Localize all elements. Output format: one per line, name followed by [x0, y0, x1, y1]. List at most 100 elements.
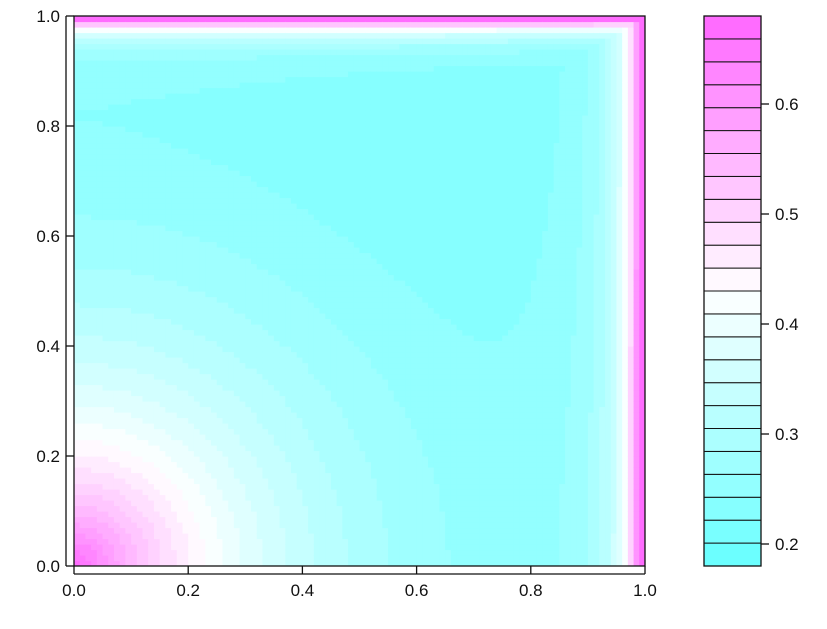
contour-cell — [85, 505, 92, 512]
contour-cell — [113, 65, 121, 72]
contour-cell — [136, 296, 144, 303]
contour-cell — [290, 186, 298, 193]
contour-cell — [125, 318, 132, 325]
contour-cell — [273, 164, 281, 171]
contour-cell — [188, 93, 195, 100]
contour-cell — [222, 93, 229, 100]
contour-cell — [171, 555, 178, 562]
contour-cell — [171, 445, 178, 452]
contour-cell — [319, 76, 326, 83]
contour-cell — [268, 555, 275, 562]
contour-cell — [74, 82, 81, 89]
contour-cell — [96, 489, 104, 496]
contour-cell — [205, 252, 212, 259]
contour-cell — [148, 478, 155, 485]
contour-cell — [113, 38, 121, 45]
contour-cell — [216, 247, 224, 254]
contour-cell — [205, 120, 212, 127]
contour-cell — [308, 126, 315, 133]
contour-cell — [85, 302, 92, 309]
contour-cell — [188, 505, 195, 512]
contour-cell — [125, 76, 132, 83]
contour-cell — [279, 274, 286, 281]
contour-cell — [290, 126, 298, 133]
contour-cell — [273, 93, 281, 100]
contour-cell — [262, 98, 269, 105]
contour-cell — [79, 428, 87, 435]
contour-cell — [74, 192, 81, 199]
contour-cell — [348, 153, 355, 160]
contour-cell — [188, 439, 195, 446]
contour-cell — [165, 192, 172, 199]
contour-cell — [176, 434, 184, 441]
contour-cell — [159, 71, 166, 78]
contour-cell — [319, 522, 326, 529]
contour-cell — [125, 175, 132, 182]
contour-cell — [108, 478, 115, 485]
contour-cell — [79, 467, 87, 474]
contour-cell — [171, 225, 178, 232]
contour-cell — [199, 461, 206, 468]
contour-cell — [330, 533, 338, 540]
contour-cell — [262, 60, 269, 67]
contour-cell — [273, 219, 281, 226]
contour-cell — [319, 560, 326, 566]
contour-cell — [325, 32, 332, 39]
contour-cell — [205, 362, 212, 369]
contour-cell — [188, 368, 195, 375]
contour-cell — [262, 54, 269, 61]
contour-cell — [245, 225, 252, 232]
contour-cell — [159, 428, 166, 435]
contour-cell — [348, 445, 355, 452]
contour-cell — [188, 500, 195, 507]
contour-cell — [279, 208, 286, 215]
contour-cell — [216, 43, 224, 50]
contour-cell — [285, 368, 292, 375]
contour-cell — [348, 32, 355, 39]
contour-cell — [302, 43, 309, 50]
contour-cell — [228, 533, 235, 540]
contour-cell — [188, 527, 195, 534]
contour-cell — [193, 280, 201, 287]
contour-cell — [74, 98, 81, 105]
contour-cell — [182, 467, 189, 474]
contour-cell — [273, 126, 281, 133]
contour-cell — [216, 500, 224, 507]
contour-cell — [136, 516, 144, 523]
contour-cell — [148, 296, 155, 303]
contour-cell — [199, 318, 206, 325]
contour-cell — [216, 170, 224, 177]
contour-cell — [308, 395, 315, 402]
contour-cell — [188, 159, 195, 166]
contour-cell — [119, 401, 126, 408]
contour-cell — [148, 511, 155, 518]
contour-cell — [342, 483, 349, 490]
contour-cell — [251, 247, 258, 254]
contour-cell — [353, 560, 361, 566]
contour-cell — [296, 32, 303, 39]
contour-cell — [148, 137, 155, 144]
contour-cell — [136, 269, 144, 276]
contour-cell — [273, 54, 281, 61]
contour-cell — [131, 225, 138, 232]
contour-cell — [148, 412, 155, 419]
contour-cell — [136, 247, 144, 254]
contour-cell — [108, 406, 115, 413]
contour-cell — [171, 324, 178, 331]
contour-cell — [330, 494, 338, 501]
contour-cell — [251, 49, 258, 56]
contour-cell — [74, 368, 81, 375]
contour-cell — [296, 137, 303, 144]
contour-cell — [296, 186, 303, 193]
contour-cell — [222, 252, 229, 259]
contour-cell — [313, 417, 321, 424]
contour-cell — [79, 401, 87, 408]
contour-cell — [353, 159, 361, 166]
contour-cell — [245, 522, 252, 529]
contour-cell — [336, 203, 343, 210]
contour-cell — [171, 159, 178, 166]
contour-cell — [353, 549, 361, 556]
contour-cell — [330, 428, 338, 435]
contour-cell — [233, 230, 241, 237]
contour-cell — [325, 384, 332, 391]
